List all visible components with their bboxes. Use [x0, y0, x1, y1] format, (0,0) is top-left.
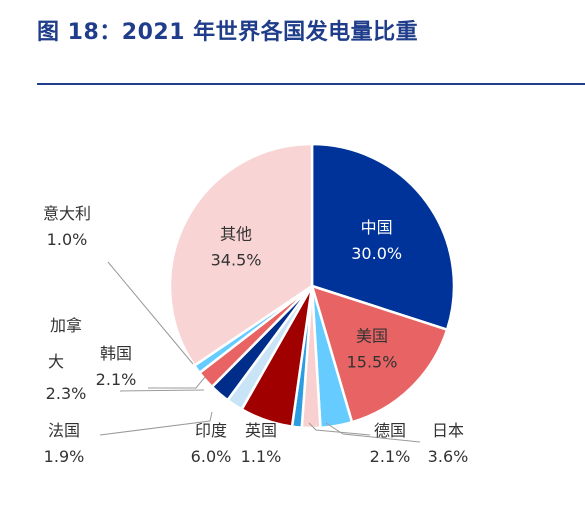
leader-line: [99, 411, 213, 436]
leader-line: [325, 422, 421, 443]
leader-line: [308, 422, 371, 436]
slice-label: 大: [48, 352, 64, 371]
slice-label: 中国: [361, 218, 393, 237]
pie-slice: [310, 142, 456, 332]
slice-value-label: 15.5%: [347, 353, 398, 372]
slice-label: 韩国: [100, 344, 132, 363]
leader-line: [119, 389, 205, 392]
leader-line: [107, 261, 194, 365]
slice-label: 美国: [356, 327, 388, 346]
pie-slice: [310, 284, 449, 424]
slice-label: 其他: [220, 225, 252, 244]
slice-value-label: 2.1%: [96, 370, 137, 389]
leader-line: [148, 376, 206, 389]
slice-value-label: 34.5%: [211, 251, 262, 270]
slice-value-label: 2.3%: [46, 384, 87, 403]
slice-label: 英国: [245, 421, 277, 440]
slice-label: 意大利: [43, 204, 91, 223]
slice-label: 加拿: [50, 316, 82, 335]
page-title: 图 18：2021 年世界各国发电量比重: [37, 20, 419, 45]
slice-value-label: 30.0%: [351, 244, 402, 263]
title-divider: [37, 83, 585, 85]
slice-label: 德国: [374, 421, 406, 440]
slice-value-label: 6.0%: [191, 447, 232, 466]
slice-label: 印度: [195, 421, 227, 440]
slice-label: 法国: [48, 421, 80, 440]
slice-value-label: 3.6%: [428, 447, 469, 466]
slice-value-label: 1.0%: [47, 230, 88, 249]
slice-value-label: 2.1%: [370, 447, 411, 466]
pie-slice: [168, 142, 314, 368]
slice-label: 日本: [432, 421, 464, 440]
slice-value-label: 1.1%: [241, 447, 282, 466]
slice-value-label: 1.9%: [44, 447, 85, 466]
